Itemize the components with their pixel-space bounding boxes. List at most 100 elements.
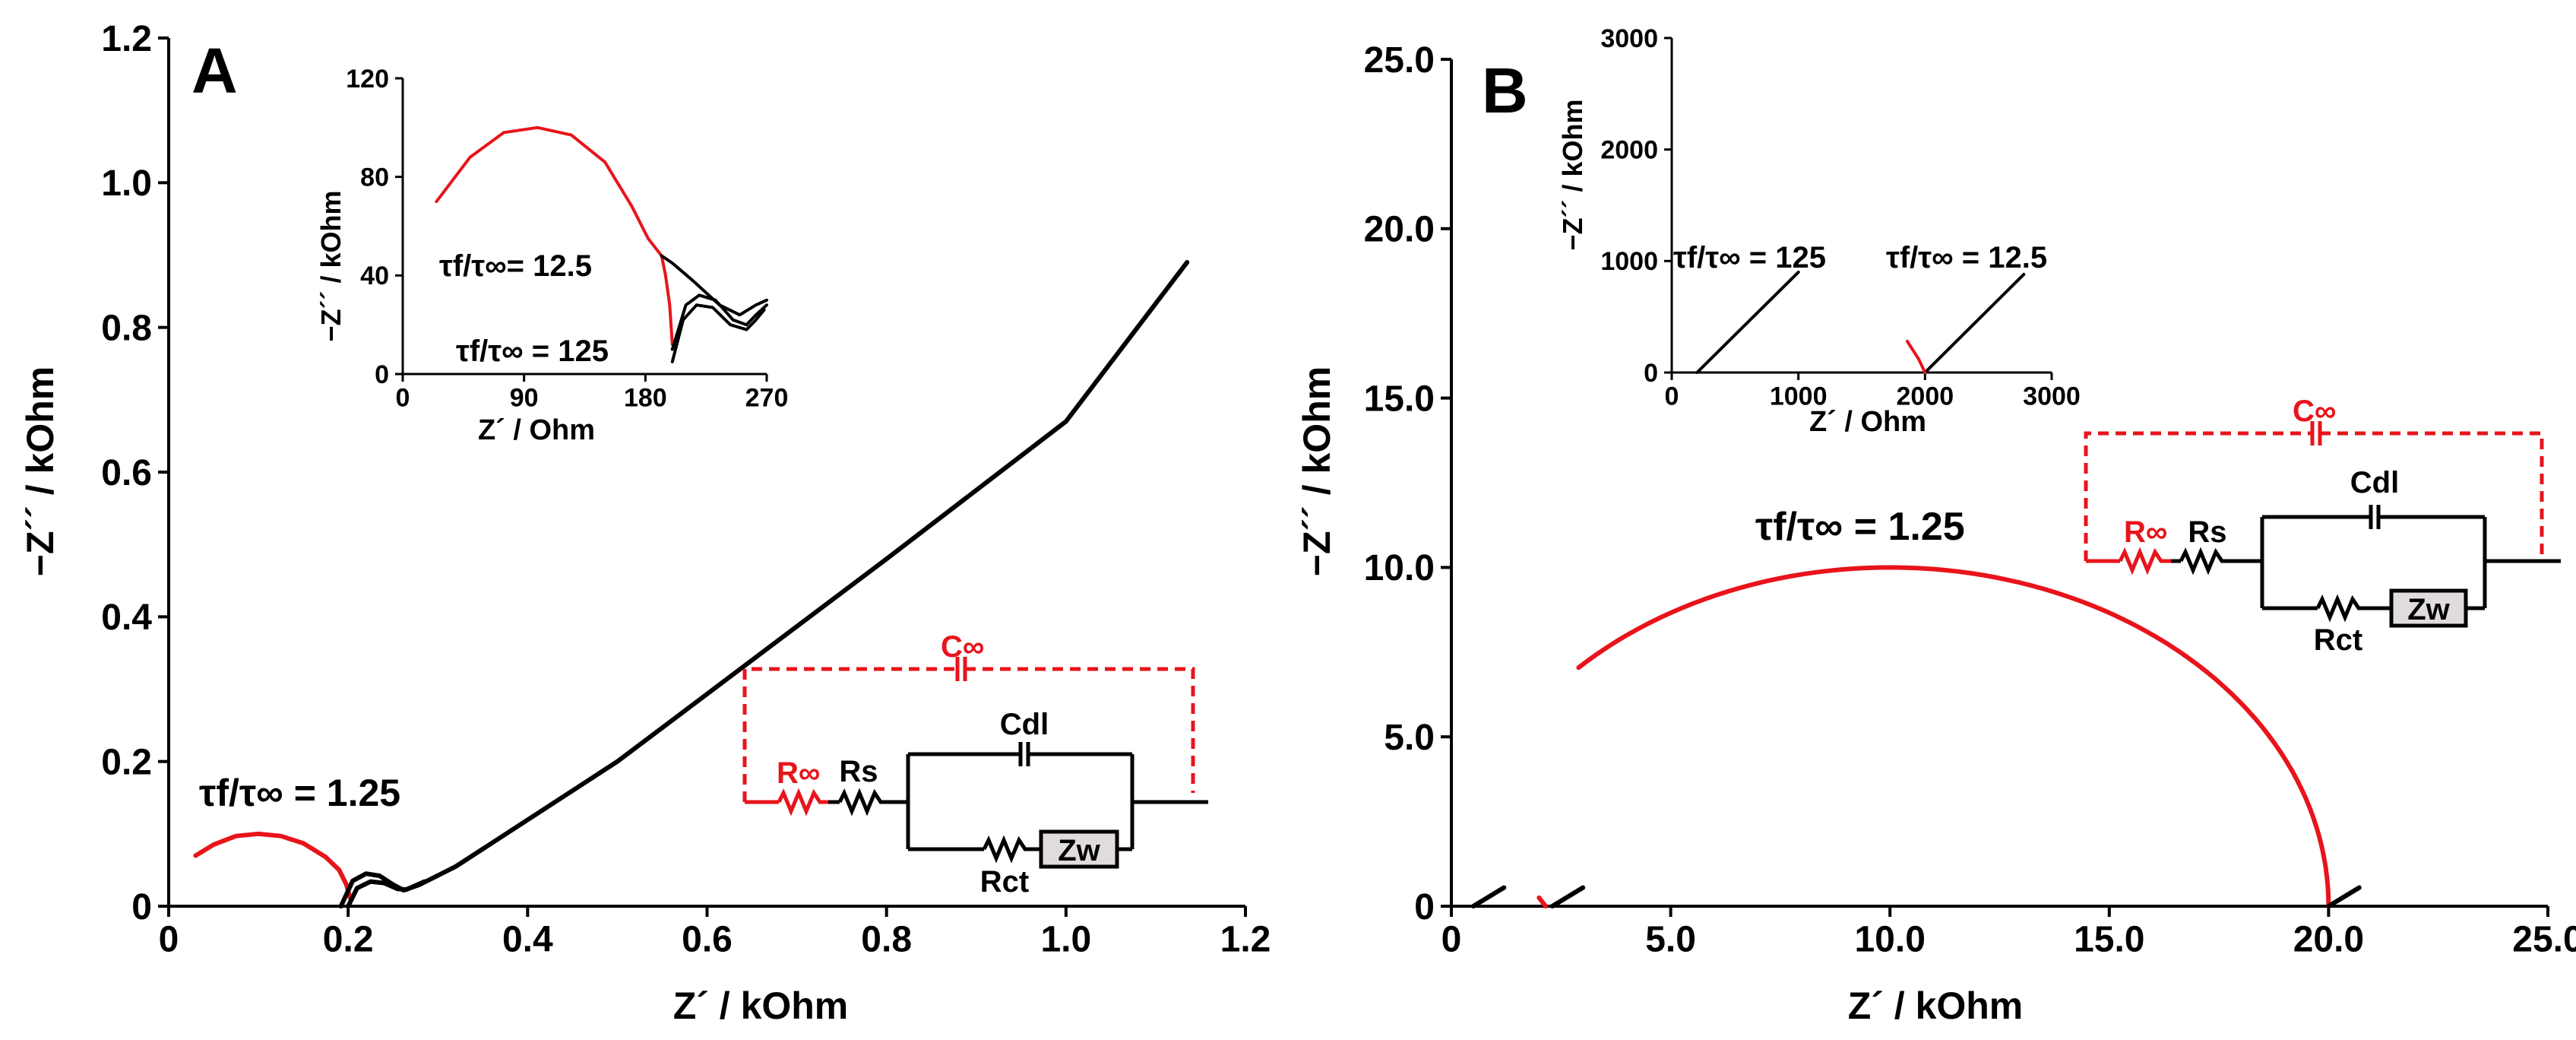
panel-b-inset-label-right: τf/τ∞ = 12.5 <box>1886 241 2047 274</box>
y-tick-label: 0.4 <box>101 598 152 638</box>
panel-a-inset-series-4 <box>670 303 766 363</box>
panel-a-series <box>193 260 1190 908</box>
y-tick-label: 80 <box>360 163 389 192</box>
circuit-c-inf-branch <box>2084 421 2544 575</box>
panel-a-inset-y-axis-label: −Z´´ / kOhm <box>315 190 347 341</box>
panel-b-axes <box>1450 59 2548 908</box>
x-tick-label: 0 <box>1665 382 1679 411</box>
x-tick-label: 180 <box>624 383 667 412</box>
panel-b-inset-axes <box>1670 38 2052 374</box>
circuit-c-inf-branch <box>742 657 1195 816</box>
y-tick-label: 10.0 <box>1364 548 1435 588</box>
panel-a-inset-x-axis-label: Z´ / Ohm <box>478 414 595 446</box>
panel-b-ratio-label: τf/τ∞ = 1.25 <box>1755 505 1965 549</box>
label-rs: Rs <box>2188 515 2226 549</box>
x-tick-label: 10.0 <box>1854 920 1925 960</box>
x-tick-label: 3000 <box>2023 382 2081 411</box>
r-inf-resistor <box>2118 547 2171 575</box>
y-tick-label: 120 <box>346 65 389 94</box>
panel-a-inset-ticks: 0 90 180 270 0 40 80 120 <box>346 65 788 412</box>
circuit-main <box>828 742 1208 864</box>
label-rct: Rct <box>2314 623 2362 657</box>
panel-a-inset-label-upper: τf/τ∞= 12.5 <box>439 249 592 283</box>
label-zw: Zw <box>2407 593 2450 626</box>
x-tick-label: 270 <box>745 383 789 412</box>
x-tick-label: 1.0 <box>1040 920 1091 960</box>
y-tick-label: 0 <box>375 360 389 389</box>
panel-b-series-4 <box>2326 885 2362 908</box>
panel-a-letter: A <box>191 35 238 106</box>
panel-b-series-0 <box>1576 565 2331 908</box>
panel-a-inset-series-2 <box>660 254 768 317</box>
panel-b-series <box>1470 565 2362 908</box>
panel-a-series-0 <box>193 831 353 900</box>
y-tick-label: 25.0 <box>1364 40 1435 81</box>
label-rct: Rct <box>980 865 1029 899</box>
label-r-inf: R∞ <box>777 756 820 790</box>
x-tick-label: 15.0 <box>2074 920 2144 960</box>
panel-a-ticks: 0 0.2 0.4 0.6 0.8 1.0 1.2 0 0.2 0.4 0.6 0.8 1.0 1.2 <box>101 19 1271 960</box>
panel-a-series-2 <box>346 879 427 908</box>
panel-a-y-axis-label: −Z´´ / kOhm <box>19 366 62 576</box>
panel-a-inset: 0 90 180 270 0 40 80 120 Z´ / Ohm −Z´´ / kOhm τ… <box>315 65 788 446</box>
panel-b-series-2 <box>1470 885 1507 908</box>
y-tick-label: 2000 <box>1600 136 1658 165</box>
x-tick-label: 1.2 <box>1220 920 1271 960</box>
y-tick-label: 0.6 <box>101 453 152 493</box>
x-tick-label: 1000 <box>1770 382 1828 411</box>
x-tick-label: 0.6 <box>682 920 733 960</box>
x-tick-label: 0 <box>396 383 410 412</box>
rct-resistor <box>982 835 1041 864</box>
y-tick-label: 0 <box>131 887 152 927</box>
panel-b-inset: 0 1000 2000 3000 0 1000 2000 3000 Z´ / Ohm −Z´´… <box>1557 24 2081 438</box>
panel-b-y-axis-label: −Z´´ / kOhm <box>1296 366 1338 576</box>
panel-b-x-axis-label: Z´ / kOhm <box>1848 985 2024 1027</box>
panel-a-inset-series-3 <box>670 293 768 351</box>
panel-b-series-1 <box>1536 895 1549 908</box>
rct-resistor <box>2315 594 2391 623</box>
x-tick-label: 0 <box>159 920 179 960</box>
y-tick-label: 15.0 <box>1364 379 1435 419</box>
panel-b-circuit: C∞ R∞ Zw Rs Cdl Rct <box>2084 395 2561 657</box>
panel-a-inset-series-0 <box>435 125 663 258</box>
panel-a-ratio-label: τf/τ∞ = 1.25 <box>199 772 400 814</box>
panel-a-circuit: C∞ R∞ Zw Rs Cdl Rct <box>742 630 1208 899</box>
label-cdl: Cdl <box>2350 466 2399 499</box>
rs-resistor <box>837 788 908 816</box>
y-tick-label: 5.0 <box>1384 718 1435 758</box>
panel-b: B 0 5.0 10.0 15.0 20.0 25.0 0 5.0 10.0 15.0 20.0 25… <box>1296 24 2576 1027</box>
y-tick-label: 0.2 <box>101 742 152 782</box>
panel-b-inset-y-axis-label: −Z´´ / kOhm <box>1557 99 1588 250</box>
label-c-inf: C∞ <box>941 630 984 664</box>
panel-b-series-3 <box>1549 885 1586 908</box>
label-zw: Zw <box>1058 834 1100 867</box>
x-tick-label: 0 <box>1441 920 1462 960</box>
label-cdl: Cdl <box>1000 708 1049 741</box>
panel-b-inset-series <box>1695 271 2026 374</box>
panel-a: A 0 0.2 0.4 0.6 0.8 1.0 1.2 0 0.2 0.4 0.6 0.8 1.0 1.2… <box>19 19 1271 1027</box>
panel-b-letter: B <box>1482 55 1528 126</box>
panel-a-inset-series <box>435 125 768 363</box>
y-tick-label: 0 <box>1644 359 1658 388</box>
x-tick-label: 0.8 <box>861 920 912 960</box>
label-c-inf: C∞ <box>2293 395 2336 428</box>
x-tick-label: 0.4 <box>502 920 553 960</box>
x-tick-label: 0.2 <box>323 920 374 960</box>
x-tick-label: 5.0 <box>1645 920 1696 960</box>
panel-b-inset-series-1 <box>1923 272 2026 374</box>
y-tick-label: 1.0 <box>101 163 152 204</box>
panel-b-inset-series-2 <box>1906 339 1927 374</box>
x-tick-label: 20.0 <box>2293 920 2364 960</box>
x-tick-label: 2000 <box>1897 382 1954 411</box>
label-rs: Rs <box>839 755 878 788</box>
r-inf-resistor <box>777 788 828 816</box>
panel-a-inset-label-lower: τf/τ∞ = 125 <box>456 335 609 368</box>
y-tick-label: 1000 <box>1600 247 1658 276</box>
x-tick-label: 25.0 <box>2512 920 2576 960</box>
rs-resistor <box>2179 547 2262 575</box>
panel-a-inset-axes <box>401 78 767 376</box>
y-tick-label: 40 <box>360 262 389 290</box>
panel-b-inset-label-left: τf/τ∞ = 125 <box>1673 241 1826 274</box>
zw-element <box>1039 829 1119 869</box>
